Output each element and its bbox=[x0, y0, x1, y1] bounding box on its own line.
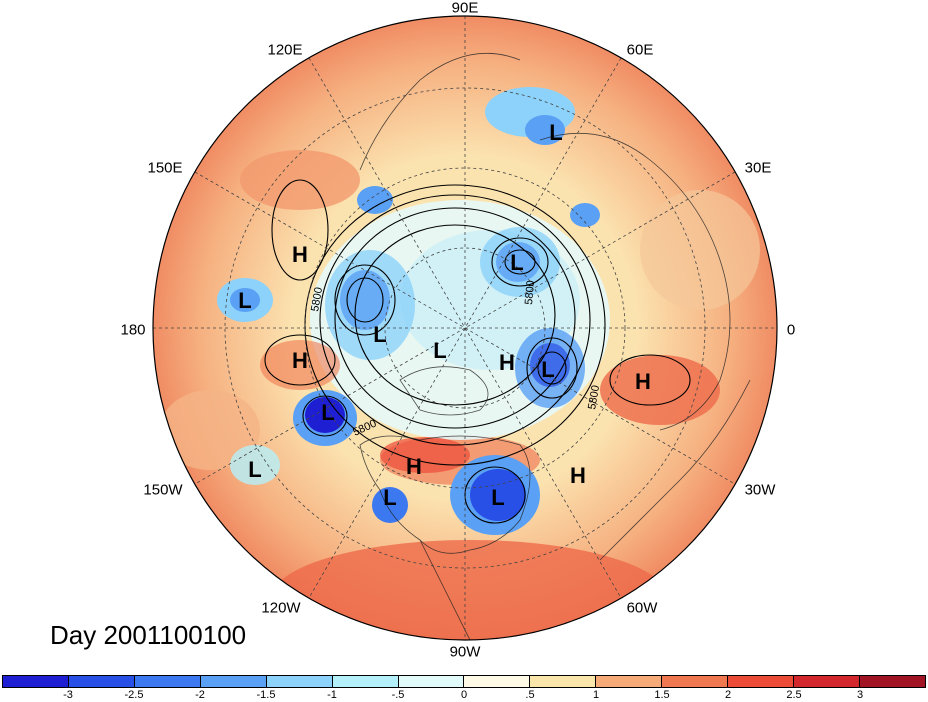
colorbar-tick-label: -.5 bbox=[391, 689, 405, 701]
lon-label-top: 90E bbox=[451, 0, 479, 17]
colorbar-tick-label: -1 bbox=[327, 689, 337, 701]
colorbar-tick-label: 2 bbox=[724, 689, 732, 701]
colorbar-swatch bbox=[134, 676, 201, 687]
lon-label-ul2: 150E bbox=[147, 159, 183, 177]
colorbar-swatch bbox=[464, 676, 531, 687]
low-center: L bbox=[248, 457, 261, 482]
lon-label-ur: 60E bbox=[626, 41, 654, 59]
high-center: H bbox=[570, 463, 586, 488]
colorbar-tick-label: 2.5 bbox=[786, 689, 802, 701]
low-center: L bbox=[433, 338, 446, 363]
coastlines bbox=[359, 52, 751, 640]
colorbar-swatch bbox=[332, 676, 399, 687]
lon-label-lr2: 60W bbox=[626, 599, 658, 617]
graticule bbox=[153, 16, 777, 640]
high-center: H bbox=[406, 454, 422, 479]
low-center: L bbox=[549, 120, 562, 145]
colorbar-swatch bbox=[728, 676, 795, 687]
colorbar-tick-label: 1.5 bbox=[654, 689, 670, 701]
colorbar-tick-label: -2.5 bbox=[124, 689, 144, 701]
colorbar-tick-label: -3 bbox=[63, 689, 73, 701]
colorbar-tick-label: -2 bbox=[195, 689, 205, 701]
low-center: L bbox=[541, 357, 554, 382]
colorbar-swatch bbox=[200, 676, 267, 687]
colorbar bbox=[2, 675, 926, 688]
low-center: L bbox=[321, 400, 334, 425]
colorbar-tick-label: 1 bbox=[592, 689, 600, 701]
low-center: L bbox=[491, 485, 504, 510]
high-center: H bbox=[499, 350, 515, 375]
anomaly-field bbox=[153, 16, 777, 640]
low-center: L bbox=[383, 485, 396, 510]
colorbar-tick-label: 3 bbox=[856, 689, 864, 701]
lon-label-left: 180 bbox=[120, 321, 146, 339]
colorbar-swatch bbox=[662, 676, 729, 687]
colorbar-swatch bbox=[859, 676, 925, 687]
colorbar-tick-label: .5 bbox=[525, 689, 535, 701]
map-boundary bbox=[152, 15, 778, 641]
lon-label-ul: 120E bbox=[267, 41, 303, 59]
colorbar-swatch bbox=[530, 676, 597, 687]
high-center: H bbox=[292, 242, 308, 267]
lon-label-ur2: 30E bbox=[744, 159, 772, 177]
map-title: Day 2001100100 bbox=[50, 620, 247, 650]
colorbar-swatch bbox=[596, 676, 663, 687]
height-contours bbox=[264, 179, 691, 524]
contour-label: 5800 bbox=[586, 384, 602, 410]
colorbar-tick-label: -1.5 bbox=[256, 689, 276, 701]
low-center: L bbox=[238, 288, 251, 313]
colorbar-swatch bbox=[266, 676, 333, 687]
colorbar-swatch bbox=[794, 676, 860, 687]
colorbar-tick-label: 0 bbox=[460, 689, 468, 701]
high-center: H bbox=[292, 348, 308, 373]
low-center: L bbox=[373, 322, 386, 347]
high-center: H bbox=[635, 369, 651, 394]
colorbar-swatch bbox=[68, 676, 135, 687]
lon-label-ll: 150W bbox=[143, 481, 183, 499]
colorbar-swatch bbox=[398, 676, 465, 687]
contour-label: 5800 bbox=[523, 280, 537, 305]
lon-label-lr: 30W bbox=[744, 481, 776, 499]
contour-label: 5800 bbox=[309, 286, 325, 312]
lon-label-bottom: 90W bbox=[449, 643, 481, 661]
colorbar-swatch bbox=[3, 676, 69, 687]
lon-label-right: 0 bbox=[786, 321, 796, 339]
lon-label-ll2: 120W bbox=[261, 599, 301, 617]
low-center: L bbox=[510, 250, 523, 275]
